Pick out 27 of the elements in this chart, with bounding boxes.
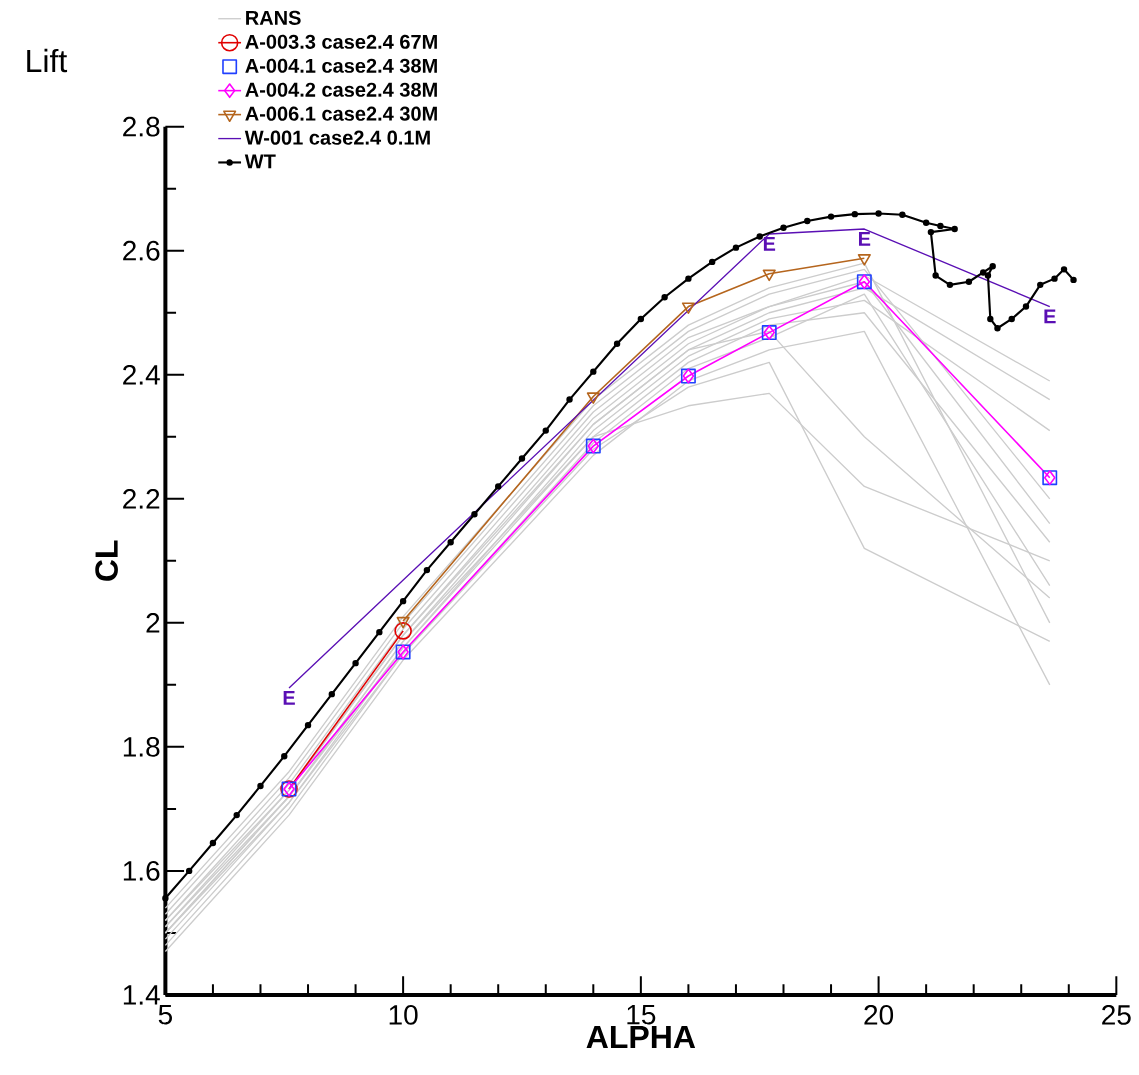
legend-label: W-001 case2.4 0.1M [244, 130, 430, 145]
legend-label: A-003.3 case2.4 67M [245, 34, 437, 49]
x-tick-label: 20 [864, 1005, 894, 1025]
chart-title: Lift [27, 48, 68, 73]
legend-label: RANS [246, 10, 301, 25]
annotation: E [859, 231, 871, 246]
legend-label: WT [244, 154, 276, 169]
y-tick-label: 2.6 [123, 240, 160, 261]
x-tick-label: 5 [158, 1005, 172, 1025]
y-tick-label: 2.4 [123, 365, 160, 385]
legend-label: A-004.2 case2.4 38M [245, 82, 437, 97]
legend-label: A-004.1 case2.4 38M [245, 58, 437, 73]
y-tick-label: 1.4 [123, 985, 160, 1005]
y-tick-label: 2 [146, 613, 160, 633]
y-tick-label: 2.2 [123, 489, 160, 509]
annotation: E [763, 236, 776, 251]
annotation: E [283, 690, 295, 705]
annotation: E [1044, 309, 1056, 324]
x-tick-label: 25 [1102, 1005, 1131, 1025]
x-tick-label: 10 [389, 1005, 418, 1025]
y-axis-title: CL [95, 540, 118, 581]
y-tick-label: 2.8 [123, 116, 160, 137]
x-tick-label: 15 [627, 1005, 656, 1025]
legend-label: A-006.1 case2.4 30M [245, 106, 437, 121]
x-axis-title: ALPHA [586, 1025, 696, 1049]
y-tick-label: 1.6 [123, 861, 160, 881]
y-tick-label: 1.8 [123, 736, 160, 757]
